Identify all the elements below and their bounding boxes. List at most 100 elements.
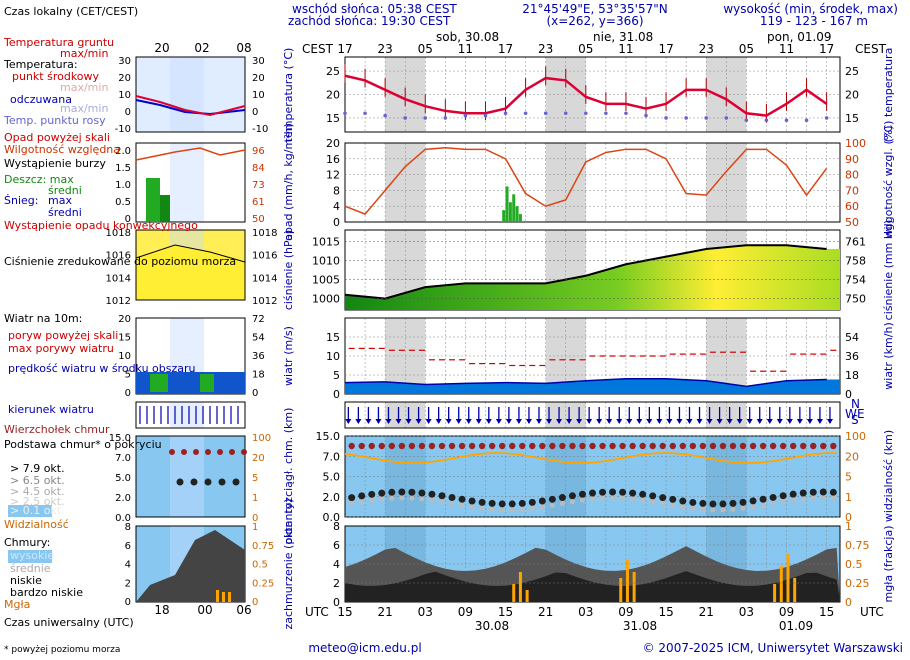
mini-base-tick-left: 7.0: [115, 453, 131, 464]
legend-maxmin3: max/min: [60, 102, 108, 115]
bottom-hour-tick: 15: [658, 605, 673, 619]
mini-temp-tick-left: 30: [118, 56, 131, 67]
wind-tick-right: 36: [845, 350, 859, 363]
cloud-base-dot: [368, 490, 376, 498]
cloud-top-dot: [559, 442, 566, 450]
top-hour-tick: 23: [377, 42, 392, 56]
mini-night-band: [170, 57, 204, 132]
panel-bg: [345, 402, 840, 428]
mini-cloud-tick-left: 8: [125, 522, 131, 533]
cloud-base-dot-light: [660, 501, 666, 507]
mini-cloud-tick-right: 1: [252, 522, 258, 533]
mini-panel-frame: [135, 435, 246, 518]
cloud-base-dot: [408, 488, 416, 496]
pressure-tick-right: 761: [845, 235, 866, 248]
panel-frame: [344, 401, 841, 429]
mini-temp-tick-right: 20: [252, 73, 265, 84]
cloud-base-dot: [769, 493, 777, 501]
fog-bar: [512, 584, 516, 602]
bottom-hour-tick: 03: [578, 605, 593, 619]
cloud-base-dot-light: [630, 496, 636, 502]
cloud-base-dot-light: [439, 499, 445, 505]
bottom-hour-tick: 15: [337, 605, 352, 619]
top-hour-tick: 11: [618, 42, 633, 56]
cloud-top-dot: [800, 442, 807, 450]
legend-okt65: > 6.5 okt.: [10, 474, 65, 487]
cloud-top-dot: [539, 442, 546, 450]
top-hour-tick: 11: [458, 42, 473, 56]
visibility-tick-right: 5: [845, 471, 852, 484]
top-hour-tick: 17: [337, 42, 352, 56]
mini-base-tick-right: 5: [252, 473, 258, 484]
cloud-base-dot: [508, 500, 516, 508]
wind-arrow-head: [355, 419, 362, 424]
wind-speed-line: [344, 378, 827, 388]
mini-precip-tick-left: 0: [125, 214, 131, 225]
wind-arrow-head: [746, 419, 753, 424]
cloud-base-dot-light: [730, 506, 736, 512]
cloud-base-dot-light: [359, 499, 365, 505]
wind-arrow-head: [616, 419, 623, 424]
cloud-base-dot: [759, 495, 767, 503]
mini-rain-bar-mid: [160, 195, 170, 222]
cloud-base-dot-light: [720, 507, 726, 513]
legend-okt01-swatch: [8, 505, 52, 517]
cloud-top-dot: [629, 442, 636, 450]
cloud-base-dot-light: [539, 504, 545, 510]
axis-title-cloudbase-left: pion. rozciągł. chm. (km): [282, 408, 295, 545]
mini-cloud-tick-left: 0: [125, 597, 131, 608]
legend-low: niskie: [10, 574, 42, 587]
legend-pressure: Ciśnienie zredukowane do poziomu morza: [4, 255, 236, 268]
legend-snow: Śnieg:: [4, 194, 38, 207]
mini-base-tick-right: 100: [252, 433, 271, 444]
utc-time-tick: 18: [154, 603, 169, 617]
dew-point-dot: [523, 111, 528, 116]
cloud-base-dot: [619, 488, 627, 496]
cloud-base-dot: [438, 492, 446, 500]
mini-wind-tick-right: 36: [252, 351, 265, 362]
temp-tick-left: 25: [326, 65, 340, 78]
mini-precip-tick-left: 1.0: [115, 180, 131, 191]
humidity-tick-right: 70: [845, 184, 859, 197]
cloud-base-dot-light: [830, 495, 836, 501]
wind-arrow-head: [425, 419, 432, 424]
day-label: sob, 30.08: [436, 30, 499, 44]
wind-arrow-head: [375, 419, 382, 424]
mini-press-tick-left: 1012: [106, 296, 131, 307]
humidity-tick-right: 50: [845, 216, 859, 229]
cloud-base-dot: [538, 497, 546, 505]
mini-night-band: [170, 143, 204, 222]
cloudbase-tick-left: 2.0: [323, 491, 341, 504]
rain-bar: [508, 202, 512, 222]
mini-cloud-top-dot: [181, 449, 187, 455]
mini-panel-frame: [135, 401, 246, 429]
bottom-hour-tick: 03: [418, 605, 433, 619]
mini-fog-bar: [228, 592, 231, 602]
pressure-tick-right: 750: [845, 293, 866, 306]
cloud-top-dot: [699, 442, 707, 450]
mini-precip-tick-right: 61: [252, 197, 265, 208]
wind-arrow-head: [405, 419, 412, 424]
axis-title-temp-left: temperatura (°C): [282, 48, 295, 143]
axis-title-visibility-right: widzialność (km): [882, 430, 895, 522]
legend-okt45: > 4.5 okt.: [10, 485, 65, 498]
fog-bar: [619, 578, 623, 602]
humidity-tick-right: 80: [845, 169, 859, 182]
compass-letter: N: [851, 397, 860, 411]
utc-time-tick: 06: [236, 603, 251, 617]
legend-okt79: > 7.9 okt.: [10, 462, 65, 475]
wind-tick-right: 0: [845, 388, 852, 401]
temp-tick-left: 20: [326, 89, 340, 102]
dew-point-dot: [443, 116, 448, 120]
pressure-area: [345, 245, 840, 310]
cloud-tick-left: 4: [333, 558, 340, 571]
wind-arrow-head: [596, 419, 603, 424]
cloud-top-dot: [749, 442, 757, 450]
cloud-top-dot: [388, 442, 396, 450]
cloud-base-dot: [478, 498, 486, 506]
cloud-base-dot-light: [590, 496, 595, 502]
wind-tick-left: 0: [333, 388, 340, 401]
cloud-base-dot: [729, 499, 737, 507]
cloud-base-dot-light: [389, 495, 395, 501]
wind-arrow-head: [626, 419, 633, 424]
